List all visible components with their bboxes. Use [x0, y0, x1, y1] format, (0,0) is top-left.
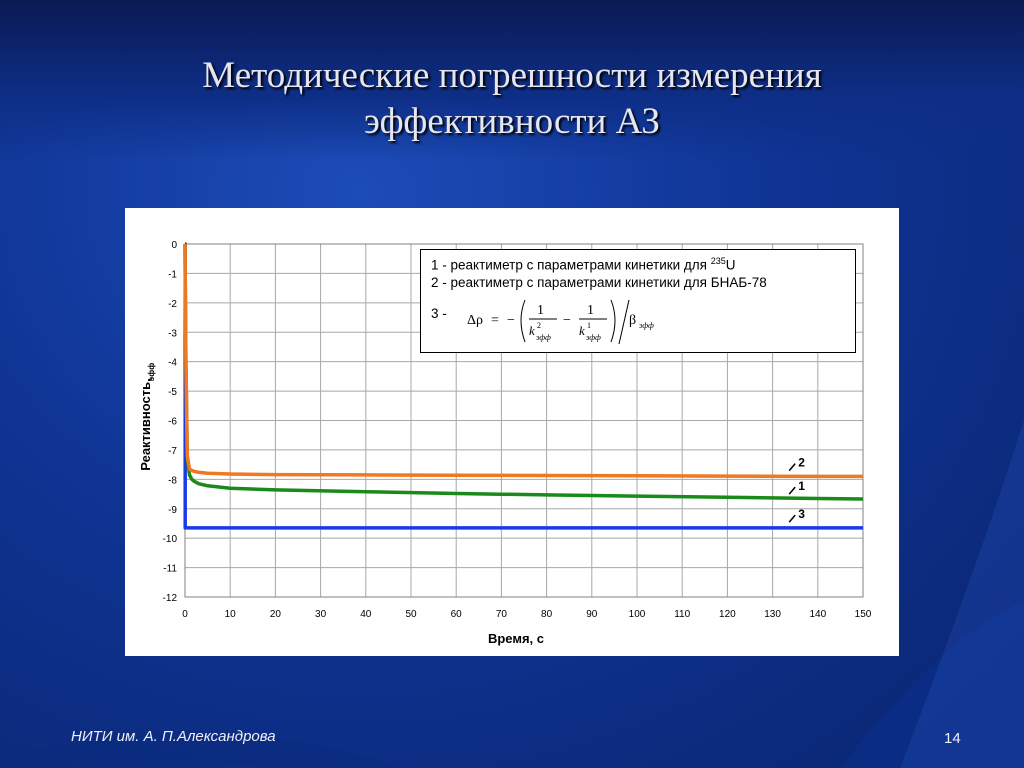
- y-tick-label: -4: [168, 358, 177, 369]
- formula-sup-1: 1: [587, 321, 591, 330]
- x-tick-label: 50: [405, 609, 417, 620]
- legend-item-1-text: 1 - реактиметр с параметрами кинетики дл…: [431, 257, 711, 273]
- y-axis-title-subscript: эфф: [147, 363, 156, 381]
- y-tick-label: -8: [168, 475, 177, 486]
- x-tick-label: 80: [541, 609, 553, 620]
- y-tick-label: -7: [168, 446, 177, 457]
- footer-organization: НИТИ им. А. П.Александрова: [71, 728, 276, 745]
- formula-delta-rho: Δρ: [467, 313, 483, 328]
- formula-numerator-1: 1: [537, 303, 544, 318]
- x-tick-label: 20: [270, 609, 282, 620]
- legend-item-3: 3 -: [431, 306, 447, 321]
- series-label-3: 3: [798, 507, 805, 521]
- reactivity-formula: Δρ = − 1 k 2 эфф − 1 k 1 эфф β эфф: [467, 299, 654, 345]
- formula-minus-2: −: [563, 313, 571, 328]
- formula-k-2: k: [579, 323, 585, 338]
- y-tick-label: -9: [168, 505, 177, 516]
- x-tick-label: 140: [809, 609, 826, 620]
- y-tick-label: -6: [168, 417, 177, 428]
- formula-sup-2: 2: [537, 321, 541, 330]
- legend-item-3-label: 3 -: [431, 306, 447, 321]
- y-tick-label: 0: [171, 240, 177, 251]
- legend-item-1-sup: 235: [710, 256, 726, 266]
- formula-minus-1: −: [507, 313, 515, 328]
- formula-slash: [618, 299, 630, 345]
- x-tick-label: 110: [674, 609, 690, 620]
- x-tick-label: 150: [855, 609, 872, 620]
- y-tick-label: -5: [168, 387, 177, 398]
- legend-item-1-tail: U: [725, 257, 736, 273]
- x-tick-label: 60: [451, 609, 463, 620]
- y-tick-label: -3: [168, 328, 177, 339]
- formula-beta-eff: эфф: [639, 321, 654, 330]
- formula-eff-1: эфф: [536, 333, 551, 342]
- y-tick-label: -1: [168, 269, 177, 280]
- page-number: 14: [944, 730, 961, 747]
- y-axis-title: Реактивность,: [138, 378, 153, 471]
- x-tick-label: 100: [629, 609, 646, 620]
- x-tick-label: 40: [360, 609, 372, 620]
- formula-beta: β: [629, 313, 636, 328]
- x-tick-label: 30: [315, 609, 327, 620]
- formula-left-paren: [520, 299, 526, 343]
- series-line-2: [183, 243, 863, 479]
- series-label-leader-3: [788, 514, 796, 523]
- chart-legend: 1 - реактиметр с параметрами кинетики дл…: [420, 249, 856, 353]
- title-band: [0, 0, 1024, 160]
- series-label-leader-1: [788, 486, 796, 495]
- x-tick-label: 130: [764, 609, 781, 620]
- y-tick-label: -11: [163, 564, 177, 575]
- y-tick-label: -2: [168, 299, 177, 310]
- formula-k-1: k: [529, 323, 535, 338]
- y-tick-label: -10: [163, 534, 178, 545]
- legend-item-2: 2 - реактиметр с параметрами кинетики дл…: [431, 275, 767, 290]
- x-tick-label: 0: [182, 609, 188, 620]
- x-tick-label: 10: [225, 609, 237, 620]
- y-tick-label: -12: [163, 593, 178, 604]
- slide-title-line-1: Методические погрешности измерения: [202, 55, 822, 96]
- formula-numerator-2: 1: [587, 303, 594, 318]
- slide-title-line-2: эффективности АЗ: [364, 101, 660, 142]
- formula-equals: =: [491, 313, 499, 328]
- series-label-2: 2: [798, 456, 805, 470]
- x-tick-label: 90: [586, 609, 598, 620]
- legend-item-1: 1 - реактиметр с параметрами кинетики дл…: [431, 256, 855, 275]
- formula-right-paren: [610, 299, 616, 343]
- series-label-leader-2: [788, 463, 796, 472]
- x-tick-label: 120: [719, 609, 736, 620]
- formula-eff-2: эфф: [586, 333, 601, 342]
- x-axis-title: Время, с: [488, 631, 544, 646]
- series-label-1: 1: [798, 479, 805, 493]
- x-tick-label: 70: [496, 609, 508, 620]
